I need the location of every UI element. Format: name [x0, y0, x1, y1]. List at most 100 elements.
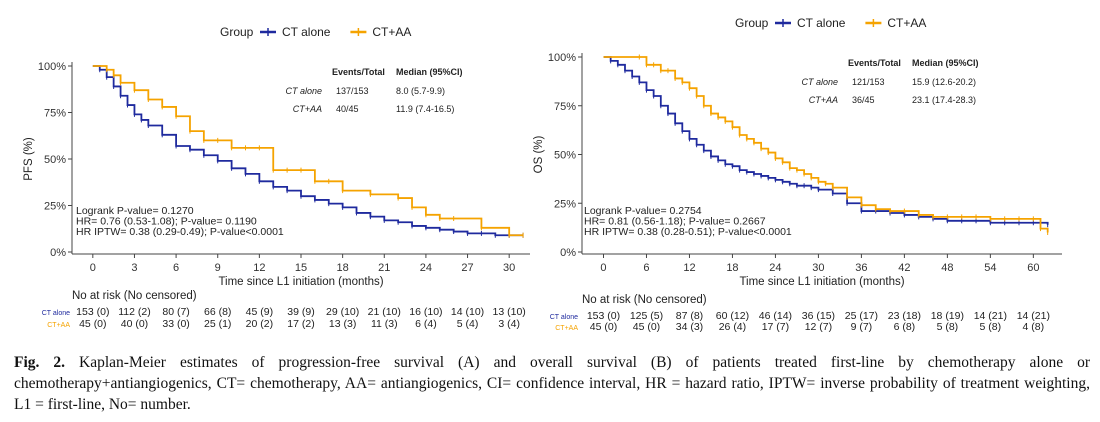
os-x-tick-label: 24 [769, 262, 781, 274]
pfs-x-tick-label: 18 [337, 262, 349, 274]
pfs-risk-value: 39 (9) [287, 306, 314, 318]
os-x-axis-label: Time since L1 initiation (months) [739, 276, 904, 288]
os-risk-value: 87 (8) [676, 310, 703, 322]
pfs-legend-title: Group [220, 25, 254, 39]
os-risk-value: 125 (5) [630, 310, 663, 322]
os-risk-value: 36 (15) [802, 310, 835, 322]
pfs-risk-value: 6 (4) [415, 318, 437, 330]
os-y-tick-label: 50% [554, 150, 576, 162]
pfs-risk-row-label: CT alone [42, 310, 70, 317]
pfs-risk-value: 40 (0) [121, 318, 148, 330]
os-risk-value: 5 (8) [937, 321, 959, 333]
os-risk-value: 23 (18) [888, 310, 921, 322]
pfs-x-tick-label: 0 [90, 262, 96, 274]
caption-label: Fig. 2. [14, 354, 66, 371]
pfs-stats-header-median: Median (95%CI) [396, 67, 463, 77]
pfs-y-tick-label: 0% [50, 247, 66, 259]
os-risk-value: 18 (19) [931, 310, 964, 322]
pfs-risk-value: 33 (0) [162, 318, 189, 330]
os-risk-value: 45 (0) [590, 321, 617, 333]
os-x-tick-label: 54 [984, 262, 996, 274]
caption-text: Kaplan-Meier estimates of progression-fr… [14, 354, 1090, 413]
os-y-tick-label: 0% [560, 247, 576, 259]
pfs-x-tick-label: 27 [461, 262, 473, 274]
pfs-risk-value: 45 (0) [79, 318, 106, 330]
os-risk-row-label: CT+AA [555, 325, 578, 332]
os-x-tick-label: 18 [726, 262, 738, 274]
os-legend-label-ct-aa: CT+AA [887, 16, 926, 30]
pfs-risk-table-title: No at risk (No censored) [72, 290, 197, 302]
km-figure-svg: Group CT alone CT+AA0%25%50%75%100%0 3 6 9 12 1… [23, 16, 1062, 333]
pfs-chart: Group CT alone CT+AA 0% 25% 50% 75% 100% 0 3 6 9 12 1… [23, 25, 530, 330]
os-stats-row-events: 36/45 [852, 95, 875, 105]
os-risk-value: 14 (21) [974, 310, 1007, 322]
pfs-risk-value: 112 (2) [118, 306, 151, 318]
pfs-risk-value: 29 (10) [326, 306, 359, 318]
os-annotation: HR= 0.81 (0.56-1.18); P-value= 0.2667 [584, 216, 766, 228]
pfs-stats-row-median: 8.0 (5.7-9.9) [396, 86, 445, 96]
os-risk-value: 17 (7) [762, 321, 789, 333]
figure-caption: Fig. 2. Kaplan-Meier estimates of progre… [14, 352, 1090, 415]
pfs-legend-label-ct-alone: CT alone [282, 25, 331, 39]
os-risk-value: 25 (17) [845, 310, 878, 322]
os-stats-header-events: Events/Total [848, 58, 901, 68]
os-legend-label-ct-alone: CT alone [797, 16, 846, 30]
os-risk-value: 34 (3) [676, 321, 703, 333]
pfs-risk-value: 153 (0) [76, 306, 109, 318]
os-risk-value: 60 (12) [716, 310, 749, 322]
os-x-tick-label: 48 [941, 262, 953, 274]
pfs-x-tick-label: 30 [503, 262, 515, 274]
os-y-tick-label: 75% [554, 101, 576, 113]
pfs-stats-row-median: 11.9 (7.4-16.5) [396, 104, 454, 114]
os-risk-value: 12 (7) [805, 321, 832, 333]
os-stats-row-events: 121/153 [852, 77, 885, 87]
os-curve-ct-alone [603, 56, 1049, 225]
pfs-risk-value: 45 (9) [246, 306, 273, 318]
pfs-risk-value: 17 (2) [287, 318, 314, 330]
pfs-risk-value: 11 (3) [371, 318, 398, 330]
pfs-stats-row-events: 40/45 [336, 104, 359, 114]
pfs-risk-value: 25 (1) [204, 318, 231, 330]
os-x-tick-label: 60 [1027, 262, 1039, 274]
os-chart: Group CT alone CT+AA 0% 25% 50% 75% 100% 0 6 12 18 2… [533, 16, 1062, 333]
pfs-risk-value: 16 (10) [409, 306, 442, 318]
os-risk-row-label: CT alone [550, 314, 578, 321]
pfs-risk-value: 3 (4) [498, 318, 520, 330]
pfs-x-tick-label: 12 [253, 262, 265, 274]
os-x-tick-label: 30 [812, 262, 824, 274]
pfs-x-tick-label: 6 [173, 262, 179, 274]
os-x-tick-label: 36 [855, 262, 867, 274]
pfs-x-tick-label: 21 [378, 262, 390, 274]
os-y-tick-label: 25% [554, 198, 576, 210]
pfs-stats-header-events: Events/Total [332, 67, 385, 77]
os-annotation: Logrank P-value= 0.2754 [584, 205, 702, 217]
os-x-tick-label: 12 [683, 262, 695, 274]
os-risk-value: 26 (4) [719, 321, 746, 333]
pfs-risk-value: 13 (10) [493, 306, 526, 318]
pfs-stats-row-group: CT+AA [293, 104, 322, 114]
os-risk-value: 153 (0) [587, 310, 620, 322]
pfs-y-tick-label: 100% [38, 61, 66, 73]
os-y-axis-label: OS (%) [533, 135, 545, 173]
os-risk-value: 46 (14) [759, 310, 792, 322]
pfs-x-tick-label: 24 [420, 262, 432, 274]
pfs-annotation: Logrank P-value= 0.1270 [76, 205, 194, 217]
os-risk-value: 45 (0) [633, 321, 660, 333]
pfs-risk-row-label: CT+AA [47, 322, 70, 329]
os-x-tick-label: 42 [898, 262, 910, 274]
pfs-annotation: HR= 0.76 (0.53-1.08); P-value= 0.1190 [76, 216, 257, 228]
pfs-risk-value: 20 (2) [246, 318, 273, 330]
os-stats-row-median: 23.1 (17.4-28.3) [912, 95, 976, 105]
pfs-annotation: HR IPTW= 0.38 (0.29-0.49); P-value<0.000… [76, 226, 284, 238]
os-stats-row-median: 15.9 (12.6-20.2) [912, 77, 976, 87]
pfs-x-tick-label: 15 [295, 262, 307, 274]
os-annotation: HR IPTW= 0.38 (0.28-0.51); P-value<0.000… [584, 226, 792, 238]
os-x-tick-label: 6 [643, 262, 649, 274]
os-risk-value: 5 (8) [980, 321, 1002, 333]
pfs-x-axis-label: Time since L1 initiation (months) [218, 276, 383, 288]
pfs-stats-row-events: 137/153 [336, 86, 369, 96]
os-stats-header-median: Median (95%CI) [912, 58, 979, 68]
pfs-x-tick-label: 3 [131, 262, 137, 274]
pfs-risk-value: 13 (3) [329, 318, 356, 330]
os-risk-value: 4 (8) [1023, 321, 1045, 333]
